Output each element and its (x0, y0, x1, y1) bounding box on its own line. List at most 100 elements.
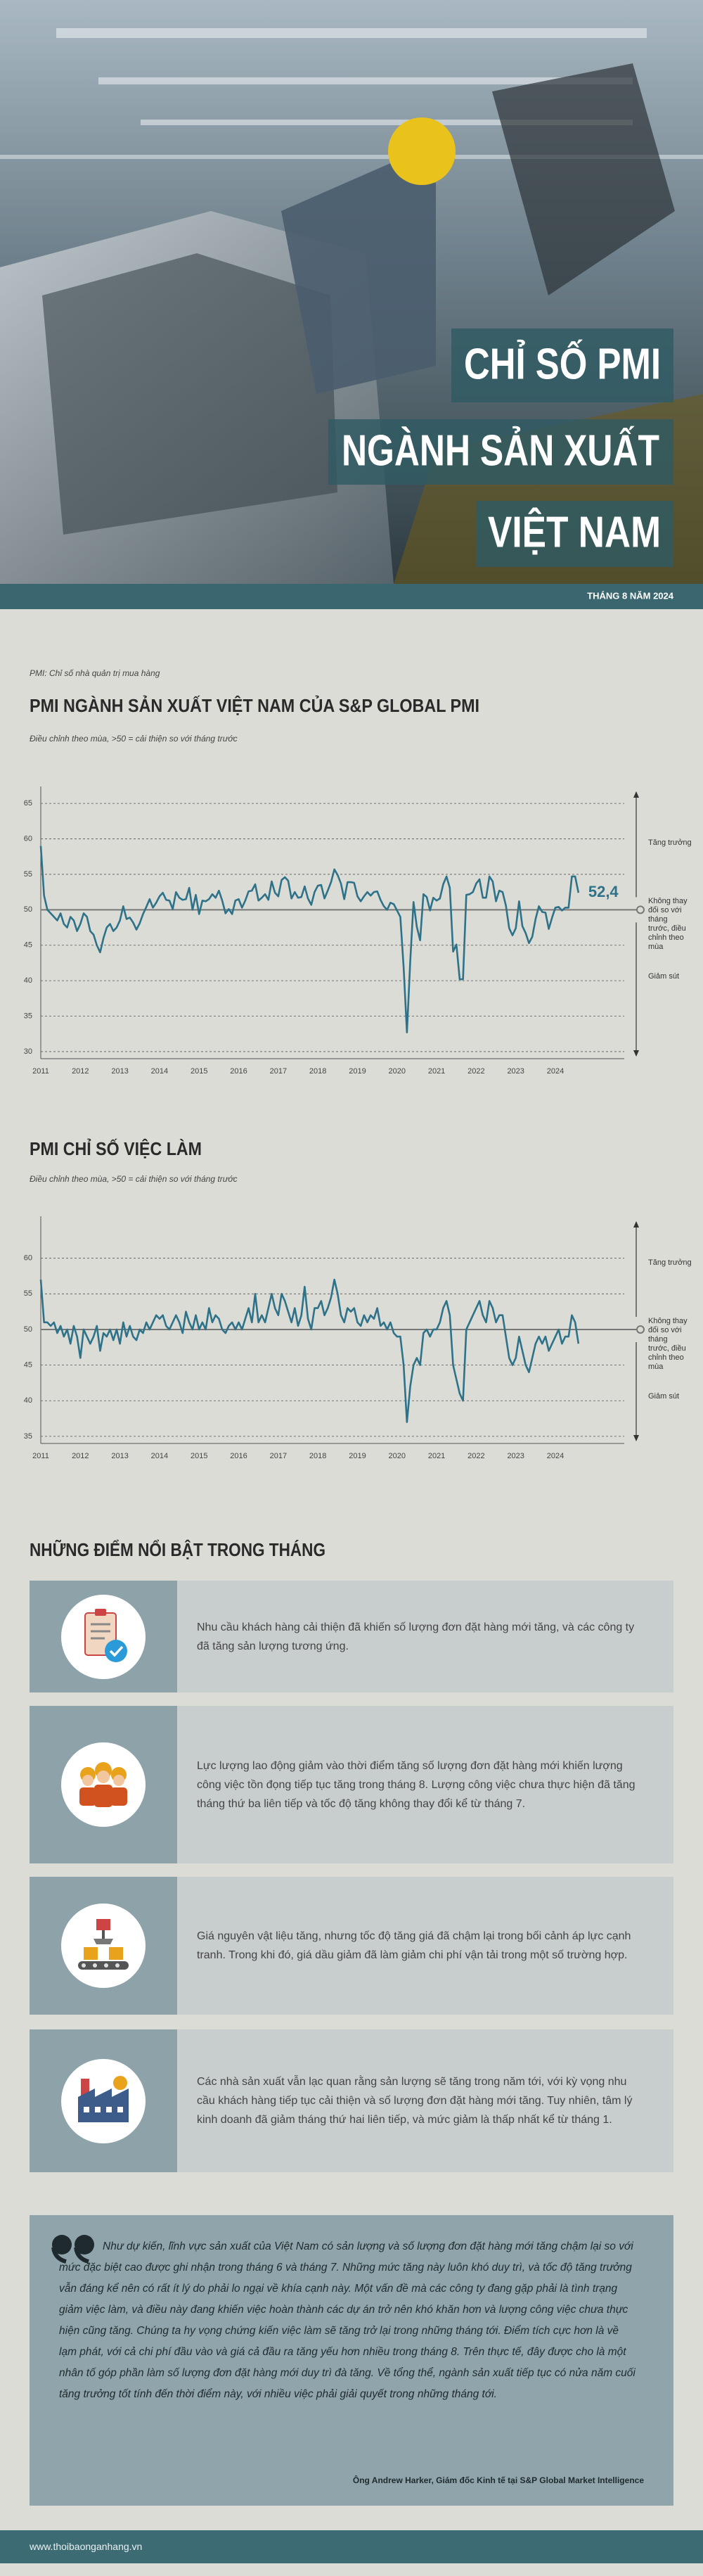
date-strip (0, 584, 703, 609)
worker (281, 162, 436, 394)
icon-panel (30, 1877, 177, 2015)
annotation: Giảm sút (648, 972, 679, 981)
annotation: Không thay đổi so với tháng trước, điều … (648, 897, 688, 952)
title-box (476, 501, 673, 567)
icon (61, 1904, 146, 1988)
chart: PMI CHỈ SỐ VIỆC LÀM Điều chỉnh theo mùa,… (24, 1138, 692, 1460)
highlight-card: Nhu cầu khách hàng cải thiện đã khiến số… (30, 1581, 673, 1692)
robot-arm (492, 63, 675, 295)
y-tick-label: 55 (24, 870, 32, 879)
title-box (451, 329, 673, 402)
quote-mark (51, 2235, 94, 2264)
highlight-text: Lực lượng lao động giảm vào thời điểm tă… (177, 1706, 673, 1863)
highlight-text: Các nhà sản xuất vẫn lạc quan rằng sản l… (177, 2029, 673, 2172)
x-tick-label: 2015 (191, 1067, 207, 1076)
title-box (328, 419, 673, 485)
highlight-card: Lực lượng lao động giảm vào thời điểm tă… (30, 1706, 673, 1863)
y-tick-label: 35 (24, 1432, 32, 1441)
x-tick-label: 2022 (467, 1452, 484, 1460)
chart-title: PMI CHỈ SỐ VIỆC LÀM (30, 1138, 202, 1159)
icon-panel (30, 2029, 177, 2172)
value-label: 52,4 (588, 883, 619, 900)
arrow-head (633, 791, 639, 798)
icon-panel (30, 1706, 177, 1863)
y-tick-label: 55 (24, 1289, 32, 1298)
y-tick-label: 45 (24, 941, 32, 950)
x-tick-label: 2024 (547, 1452, 564, 1460)
line-series (39, 846, 580, 1034)
arrow-head (633, 1221, 639, 1228)
y-tick-label: 50 (24, 1325, 32, 1334)
annotation: Không thay đổi so với tháng trước, điều … (648, 1316, 688, 1371)
quote-attribution: Ông Andrew Harker, Giám đốc Kinh tế tại … (352, 2475, 644, 2485)
x-tick-label: 2019 (349, 1067, 366, 1076)
y-tick-label: 65 (24, 799, 32, 808)
highlights-heading: NHỮNG ĐIỂM NỔI BẬT TRONG THÁNG (30, 1539, 325, 1560)
chart-subtitle: Điều chỉnh theo mùa, >50 = cải thiện so … (30, 1174, 238, 1184)
chart-title: PMI NGÀNH SẢN XUẤT VIỆT NAM CỦA S&P GLOB… (30, 694, 479, 716)
hero-title: VIỆT NAM (488, 508, 661, 556)
arrow-head (633, 1050, 639, 1057)
hero-title: CHỈ SỐ PMI (464, 340, 661, 388)
x-tick-label: 2018 (309, 1452, 326, 1460)
chart-subtitle: Điều chỉnh theo mùa, >50 = cải thiện so … (30, 734, 238, 744)
x-tick-label: 2021 (428, 1452, 445, 1460)
roof-lights (0, 28, 703, 159)
footer: www.thoibaonganhang.vn (0, 2530, 703, 2563)
chart-note: PMI: Chỉ số nhà quản trị mua hàng (30, 668, 160, 678)
icon (61, 2058, 146, 2143)
y-tick-label: 40 (24, 976, 32, 985)
x-tick-label: 2014 (151, 1452, 168, 1460)
x-tick-label: 2024 (547, 1067, 564, 1076)
annotation: Tăng trưởng (648, 1258, 692, 1267)
highlight-card: Các nhà sản xuất vẫn lạc quan rằng sản l… (30, 2029, 673, 2172)
quote-text: Như dự kiến, lĩnh vực sản xuất của Việt … (59, 2240, 636, 2400)
x-tick-label: 2023 (507, 1067, 524, 1076)
y-tick-label: 50 (24, 905, 32, 914)
hero-title: NGÀNH SẢN XUẤT (342, 426, 659, 475)
x-tick-label: 2013 (111, 1452, 128, 1460)
x-tick-label: 2020 (389, 1452, 406, 1460)
quote-box: Như dự kiến, lĩnh vực sản xuất của Việt … (30, 2215, 673, 2506)
y-tick-label: 40 (24, 1396, 32, 1405)
highlight-text: Giá nguyên vật liệu tăng, nhưng tốc độ t… (177, 1877, 673, 2015)
highlight-text: Nhu cầu khách hàng cải thiện đã khiến số… (177, 1581, 673, 1692)
x-tick-label: 2017 (270, 1067, 287, 1076)
x-tick-label: 2020 (389, 1067, 406, 1076)
y-tick-label: 30 (24, 1047, 32, 1056)
y-tick-label: 45 (24, 1361, 32, 1370)
line-series (39, 1278, 580, 1423)
highlights-heading-wrap: NHỮNG ĐIỂM NỔI BẬT TRONG THÁNG (30, 1539, 325, 1560)
car-frame (42, 253, 337, 535)
annotation-box: Không thay đổi so với tháng trước, điều … (648, 897, 688, 952)
date: THÁNG 8 NĂM 2024 (587, 590, 674, 601)
x-tick-label: 2012 (72, 1067, 89, 1076)
highlight-card: Giá nguyên vật liệu tăng, nhưng tốc độ t… (30, 1877, 673, 2015)
chart: PMI: Chỉ số nhà quản trị mua hàng PMI NG… (24, 668, 692, 1076)
x-tick-label: 2015 (191, 1452, 207, 1460)
hero: CHỈ SỐ PMI NGÀNH SẢN XUẤT VIỆT NAM THÁNG… (0, 0, 703, 609)
annotation: Tăng trưởng (648, 839, 692, 847)
x-tick-label: 2016 (230, 1452, 247, 1460)
arrow-head (633, 1435, 639, 1441)
x-tick-label: 2012 (72, 1452, 89, 1460)
x-tick-label: 2013 (111, 1067, 128, 1076)
x-tick-label: 2011 (32, 1067, 49, 1076)
icon (61, 1594, 146, 1679)
helmet (388, 117, 456, 185)
reference-dot (636, 905, 645, 914)
x-tick-label: 2019 (349, 1452, 366, 1460)
x-tick-label: 2011 (32, 1452, 49, 1460)
x-tick-label: 2016 (230, 1067, 247, 1076)
x-tick-label: 2018 (309, 1067, 326, 1076)
reference-dot (636, 1325, 645, 1334)
icon (61, 1742, 146, 1827)
x-tick-label: 2022 (467, 1067, 484, 1076)
annotation-box: Không thay đổi so với tháng trước, điều … (648, 1316, 688, 1371)
x-tick-label: 2023 (507, 1452, 524, 1460)
icon-panel (30, 1581, 177, 1692)
x-tick-label: 2021 (428, 1067, 445, 1076)
annotation: Giảm sút (648, 1392, 679, 1401)
y-tick-label: 35 (24, 1012, 32, 1020)
